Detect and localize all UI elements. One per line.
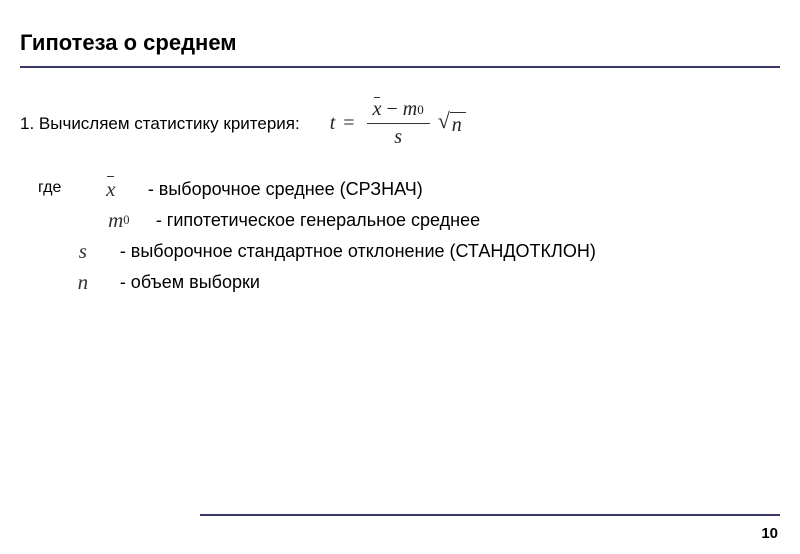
def-text: - выборочное среднее (СРЗНАЧ)	[148, 179, 423, 200]
denominator: s	[394, 124, 402, 149]
fraction: x − m0 s	[367, 98, 430, 149]
m-subscript: 0	[417, 102, 424, 118]
sqrt-arg: n	[450, 112, 466, 137]
def-symbol-m0: m0	[100, 208, 138, 233]
def-row-n: n - объем выборки	[64, 270, 596, 295]
where-block: где x - выборочное среднее (СРЗНАЧ) m0 -…	[38, 177, 780, 301]
minus-sign: −	[386, 98, 397, 121]
page-number: 10	[761, 525, 778, 542]
sqrt-sign: √	[438, 110, 450, 132]
def-symbol-n: n	[64, 270, 102, 295]
xbar-icon: x	[106, 177, 115, 202]
step-row: 1. Вычисляем статистику критерия: t = x …	[20, 98, 780, 149]
def-text: - гипотетическое генеральное среднее	[156, 210, 480, 231]
step-text: 1. Вычисляем статистику критерия:	[20, 114, 300, 134]
xbar-symbol: x	[373, 98, 382, 121]
sqrt: √ n	[438, 110, 466, 137]
def-symbol-xbar: x	[92, 177, 130, 202]
formula: t = x − m0 s √ n	[330, 98, 466, 149]
m-symbol: m	[403, 98, 417, 121]
divider-top	[20, 66, 780, 68]
def-row-xbar: x - выборочное среднее (СРЗНАЧ)	[92, 177, 596, 202]
def-row-m0: m0 - гипотетическое генеральное среднее	[100, 208, 596, 233]
equals-sign: =	[343, 112, 354, 135]
definitions-list: x - выборочное среднее (СРЗНАЧ) m0 - гип…	[92, 177, 596, 301]
where-label: где	[38, 179, 61, 197]
m0-base: m	[108, 208, 123, 233]
def-symbol-s: s	[64, 239, 102, 264]
formula-lhs: t	[330, 112, 336, 135]
divider-bottom	[200, 514, 780, 516]
numerator: x − m0	[367, 98, 430, 124]
slide-title: Гипотеза о среднем	[20, 30, 780, 56]
def-text: - выборочное стандартное отклонение (СТА…	[120, 241, 596, 262]
def-row-s: s - выборочное стандартное отклонение (С…	[64, 239, 596, 264]
def-text: - объем выборки	[120, 272, 260, 293]
m0-sub: 0	[123, 213, 129, 228]
